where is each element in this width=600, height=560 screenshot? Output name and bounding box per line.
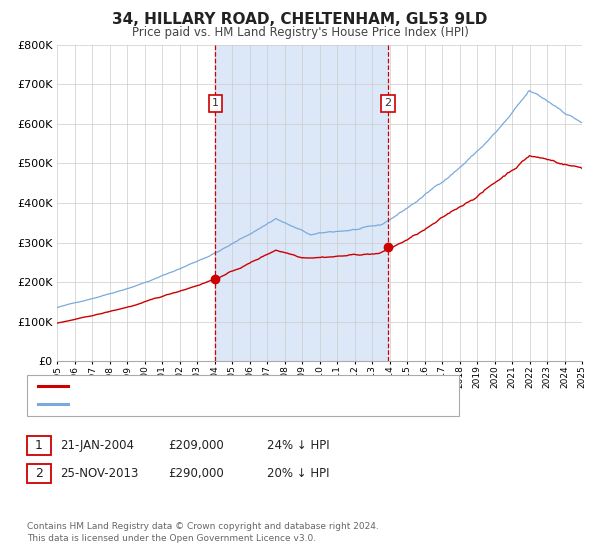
Text: 1: 1 (212, 99, 219, 108)
Text: 34, HILLARY ROAD, CHELTENHAM, GL53 9LD: 34, HILLARY ROAD, CHELTENHAM, GL53 9LD (112, 12, 488, 27)
Text: Contains HM Land Registry data © Crown copyright and database right 2024.: Contains HM Land Registry data © Crown c… (27, 522, 379, 531)
Text: 24% ↓ HPI: 24% ↓ HPI (267, 438, 329, 452)
Text: 2: 2 (384, 99, 391, 108)
Text: 34, HILLARY ROAD, CHELTENHAM, GL53 9LD (detached house): 34, HILLARY ROAD, CHELTENHAM, GL53 9LD (… (74, 381, 399, 391)
Text: 25-NOV-2013: 25-NOV-2013 (60, 466, 139, 480)
Text: £290,000: £290,000 (168, 466, 224, 480)
Text: £209,000: £209,000 (168, 438, 224, 452)
Bar (215, 45, 388, 361)
Text: 20% ↓ HPI: 20% ↓ HPI (267, 466, 329, 480)
Text: 2: 2 (35, 466, 43, 480)
Text: 1: 1 (35, 438, 43, 452)
Text: This data is licensed under the Open Government Licence v3.0.: This data is licensed under the Open Gov… (27, 534, 316, 543)
Text: HPI: Average price, detached house, Cheltenham: HPI: Average price, detached house, Chel… (74, 399, 331, 409)
Text: Price paid vs. HM Land Registry's House Price Index (HPI): Price paid vs. HM Land Registry's House … (131, 26, 469, 39)
Text: 21-JAN-2004: 21-JAN-2004 (60, 438, 134, 452)
